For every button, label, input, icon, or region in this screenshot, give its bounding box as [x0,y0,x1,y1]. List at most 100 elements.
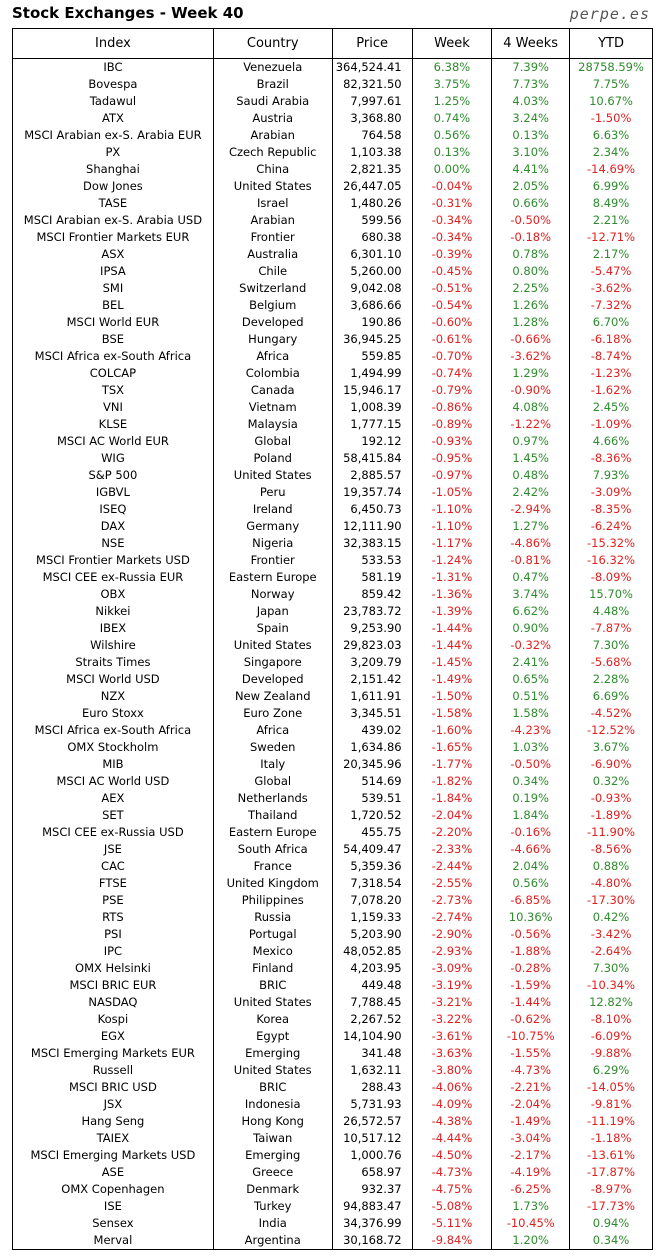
cell: Spain [212,620,333,637]
table-row: Tadawul Saudi Arabia 7,997.61 1.25% 4.03% 10.… [12,93,653,110]
table-row: MSCI Frontier Markets USD Frontier 533.53-… [12,552,653,569]
cell: Nikkei [12,603,214,620]
cell: Colombia [212,365,333,382]
cell: 0.78% [491,246,571,263]
cell: -6.18% [569,331,653,348]
table-row: TAIEX Taiwan 10,517.12 -4.44% -3.04% -1.18% [12,1130,653,1147]
cell: 14,104.90 [331,1028,413,1045]
cell: Hungary [212,331,333,348]
cell: -4.19% [491,1164,571,1181]
cell: 5,359.36 [331,858,413,875]
cell: BRIC [212,977,333,994]
cell: 0.90% [491,620,571,637]
cell: 364,524.41 [331,58,413,76]
cell: 1.84% [491,807,571,824]
cell: Switzerland [212,280,333,297]
cell: MSCI World USD [12,671,214,688]
table-row: Kospi Korea 2,267.52 -3.22% -0.62% -8.10% [12,1011,653,1028]
cell: 2.17% [569,246,653,263]
cell: KLSE [12,416,214,433]
cell: -2.20% [411,824,493,841]
cell: 2.04% [491,858,571,875]
cell: JSE [12,841,214,858]
cell: Brazil [212,76,333,93]
cell: Malaysia [212,416,333,433]
cell: -0.50% [491,212,571,229]
table-row: MSCI Arabian ex-S. Arabia USD Arabian 599.… [12,212,653,229]
cell: -3.19% [411,977,493,994]
cell: -0.56% [491,926,571,943]
table-row: FTSE United Kingdom 7,318.54 -2.55% 0.56% -4.… [12,875,653,892]
table-row: ISE Turkey 94,883.47 -5.08% 1.73% -17.73% [12,1198,653,1215]
cell: PSI [12,926,214,943]
cell: -14.05% [569,1079,653,1096]
cell: 34,376.99 [331,1215,413,1232]
cell: 7,788.45 [331,994,413,1011]
cell: -1.58% [411,705,493,722]
cell: -5.47% [569,263,653,280]
cell: -2.33% [411,841,493,858]
cell: -0.34% [411,212,493,229]
cell: 36,945.25 [331,331,413,348]
table-row: MSCI Arabian ex-S. Arabia EUR Arabian 764.… [12,127,653,144]
cell: -0.18% [491,229,571,246]
cell: MSCI BRIC USD [12,1079,214,1096]
table-row: ASX Australia 6,301.10 -0.39% 0.78% 2.17% [12,246,653,263]
cell: Kospi [12,1011,214,1028]
table-row: Wilshire United States 29,823.03 -1.44% -0.3… [12,637,653,654]
table-row: MSCI World USD Developed 2,151.42 -1.49% 0.6… [12,671,653,688]
cell: -2.44% [411,858,493,875]
cell: 3,686.66 [331,297,413,314]
cell: 12.82% [569,994,653,1011]
cell: 30,168.72 [331,1232,413,1250]
column-header: 4 Weeks [491,28,571,59]
cell: 58,415.84 [331,450,413,467]
cell: -1.60% [411,722,493,739]
cell: S&P 500 [12,467,214,484]
cell: Global [212,433,333,450]
cell: 7.39% [491,58,571,76]
cell: -3.61% [411,1028,493,1045]
cell: 5,203.90 [331,926,413,943]
cell: 0.42% [569,909,653,926]
cell: 1,777.15 [331,416,413,433]
cell: Wilshire [12,637,214,654]
table-row: SMI Switzerland 9,042.08 -0.51% 2.25% -3.62% [12,280,653,297]
cell: -5.68% [569,654,653,671]
cell: Saudi Arabia [212,93,333,110]
cell: MSCI Arabian ex-S. Arabia EUR [12,127,214,144]
cell: -0.93% [411,433,493,450]
cell: -2.17% [491,1147,571,1164]
table-row: BSE Hungary 36,945.25 -0.61% -0.66% -6.18% [12,331,653,348]
cell: 2.34% [569,144,653,161]
cell: -4.86% [491,535,571,552]
cell: 3.10% [491,144,571,161]
cell: -1.10% [411,518,493,535]
cell: Egypt [212,1028,333,1045]
cell: 1.73% [491,1198,571,1215]
cell: -4.66% [491,841,571,858]
cell: OMX Copenhagen [12,1181,214,1198]
cell: -0.31% [411,195,493,212]
cell: -0.60% [411,314,493,331]
table-row: NASDAQ United States 7,788.45 -3.21% -1.44% 1… [12,994,653,1011]
cell: Belgium [212,297,333,314]
cell: 7.75% [569,76,653,93]
table-row: NZX New Zealand 1,611.91 -1.50% 0.51% 6.69% [12,688,653,705]
cell: Africa [212,722,333,739]
table-row: ATX Austria 3,368.80 0.74% 3.24% -1.50% [12,110,653,127]
cell: -3.62% [569,280,653,297]
cell: OMX Helsinki [12,960,214,977]
cell: 28758.59% [569,58,653,76]
cell: 3.74% [491,586,571,603]
cell: -10.75% [491,1028,571,1045]
table-row: OBX Norway 859.42 -1.36% 3.74% 15.70% [12,586,653,603]
cell: 190.86 [331,314,413,331]
cell: Bovespa [12,76,214,93]
cell: 0.19% [491,790,571,807]
cell: -10.34% [569,977,653,994]
cell: 6.63% [569,127,653,144]
cell: MSCI Emerging Markets EUR [12,1045,214,1062]
cell: 0.34% [491,773,571,790]
cell: TAIEX [12,1130,214,1147]
